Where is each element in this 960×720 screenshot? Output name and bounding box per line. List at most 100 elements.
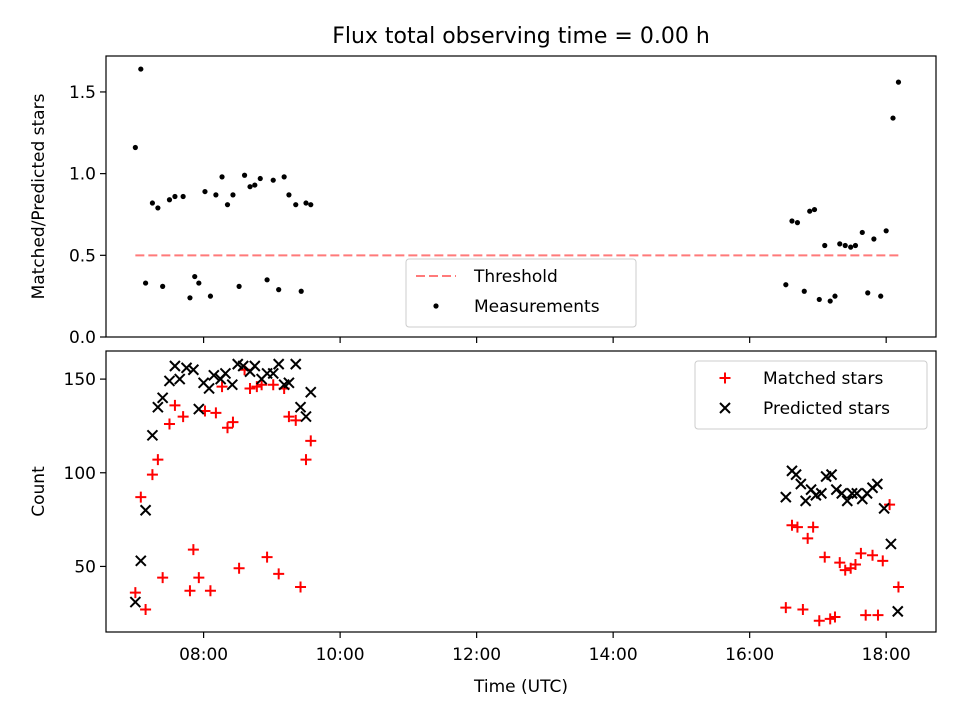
matched-star-marker (797, 604, 809, 616)
predicted-star-marker (169, 360, 181, 372)
measurement-point (132, 144, 138, 151)
measurement-point (801, 288, 807, 294)
matched-star-marker (193, 572, 205, 584)
measurement-point (789, 218, 795, 224)
measurement-point (207, 293, 214, 299)
matched-star-marker (867, 549, 879, 561)
legend-measurement-swatch (433, 303, 439, 309)
matched-star-marker (839, 564, 851, 576)
legend-box (405, 258, 637, 328)
matched-star-marker (892, 581, 904, 593)
matched-star-marker (295, 581, 307, 593)
predicted-star-marker (187, 364, 200, 376)
measurement-point (794, 220, 801, 226)
matched-star-marker (256, 379, 268, 391)
predicted-star-marker (290, 358, 302, 370)
predicted-star-marker (795, 478, 807, 490)
x-tick-label: 12:00 (452, 645, 501, 665)
predicted-star-marker (146, 429, 159, 442)
y-axis-label: Count (29, 466, 49, 517)
matched-star-marker (300, 454, 312, 466)
measurement-point (180, 193, 186, 200)
measurement-point (871, 236, 877, 242)
y-tick-label: 1.0 (69, 165, 96, 185)
top-panel-ratio: 0.0 0.5 1.0 1.5 Matched/Predicted stars Thres… (29, 55, 937, 348)
x-axis-label: Time (UTC) (473, 677, 568, 697)
matched-star-marker (855, 547, 867, 559)
measurement-point (822, 242, 828, 249)
matched-star-marker (233, 562, 245, 574)
predicted-star-marker (305, 386, 317, 398)
measurement-point (196, 280, 202, 286)
predicted-star-marker (267, 367, 279, 380)
y-tick-label: 0.0 (69, 328, 96, 348)
predicted-star-marker (836, 487, 848, 500)
matched-star-marker (807, 521, 819, 533)
legend-label: Predicted stars (763, 399, 890, 419)
predicted-star-marker (878, 502, 890, 515)
predicted-star-marker (152, 401, 164, 413)
measurement-point (878, 293, 884, 299)
matched-star-marker (267, 379, 279, 391)
measurement-point (837, 241, 843, 247)
measurement-point (224, 202, 231, 208)
predicted-star-marker (846, 487, 858, 500)
measurement-point (172, 193, 178, 200)
y-tick-label: 100 (64, 464, 96, 484)
legend-label: Matched stars (763, 369, 883, 389)
predicted-star-marker (871, 478, 884, 490)
predicted-star-marker (174, 373, 186, 385)
matched-star-marker (146, 469, 158, 481)
measurement-point (286, 192, 292, 198)
predicted-star-marker (129, 596, 142, 608)
matched-star-marker (824, 613, 836, 625)
measurement-point (264, 277, 270, 283)
measurement-point (276, 287, 282, 293)
matched-star-marker (849, 559, 861, 571)
matched-star-marker (135, 491, 147, 503)
measurement-point (160, 283, 166, 289)
legend-matched-swatch (719, 372, 731, 384)
measurement-point (816, 296, 822, 303)
measurement-point (298, 288, 304, 294)
x-tick-label: 14:00 (589, 645, 638, 665)
measurement-point (142, 280, 149, 286)
measurement-point (257, 175, 263, 182)
measurement-point (293, 202, 299, 208)
measurement-point (811, 206, 818, 213)
measurement-point (281, 174, 287, 180)
measurement-point (252, 182, 258, 188)
matched-star-marker (204, 585, 216, 597)
predicted-star-marker (208, 369, 220, 382)
predicted-star-marker (294, 401, 307, 413)
y-tick-label: 1.5 (69, 83, 96, 103)
matched-star-marker (872, 609, 884, 621)
measurement-point (895, 79, 902, 85)
matched-star-marker (273, 568, 285, 580)
predicted-star-marker (219, 367, 232, 380)
predicted-star-marker (799, 495, 812, 507)
measurement-point (230, 192, 236, 198)
y-tick-label: 150 (64, 370, 96, 390)
matched-star-marker (834, 557, 846, 569)
measurement-point (807, 208, 813, 214)
bottom-panel-counts: 50 100 150 08:00 10:00 12:00 14:00 16:00 18:00 Co… (29, 350, 937, 697)
y-tick-label: 0.5 (69, 246, 96, 266)
measurement-point (149, 200, 156, 206)
predicted-star-marker (203, 382, 215, 395)
measurement-point (202, 188, 208, 195)
y-axis-label: Matched/Predicted stars (29, 93, 49, 299)
matched-star-marker (791, 521, 803, 533)
legend: Matched stars Predicted stars (694, 360, 928, 430)
measurement-point (166, 197, 173, 203)
predicted-star-marker (163, 375, 176, 387)
predicted-star-marker (815, 487, 828, 500)
legend-box (694, 360, 928, 430)
measurement-point (241, 172, 248, 178)
predicted-star-marker (790, 468, 802, 481)
y-tick-label: 50 (74, 557, 96, 577)
matched-star-marker (877, 555, 889, 567)
predicted-star-marker (780, 491, 792, 503)
measurement-point (827, 298, 833, 304)
